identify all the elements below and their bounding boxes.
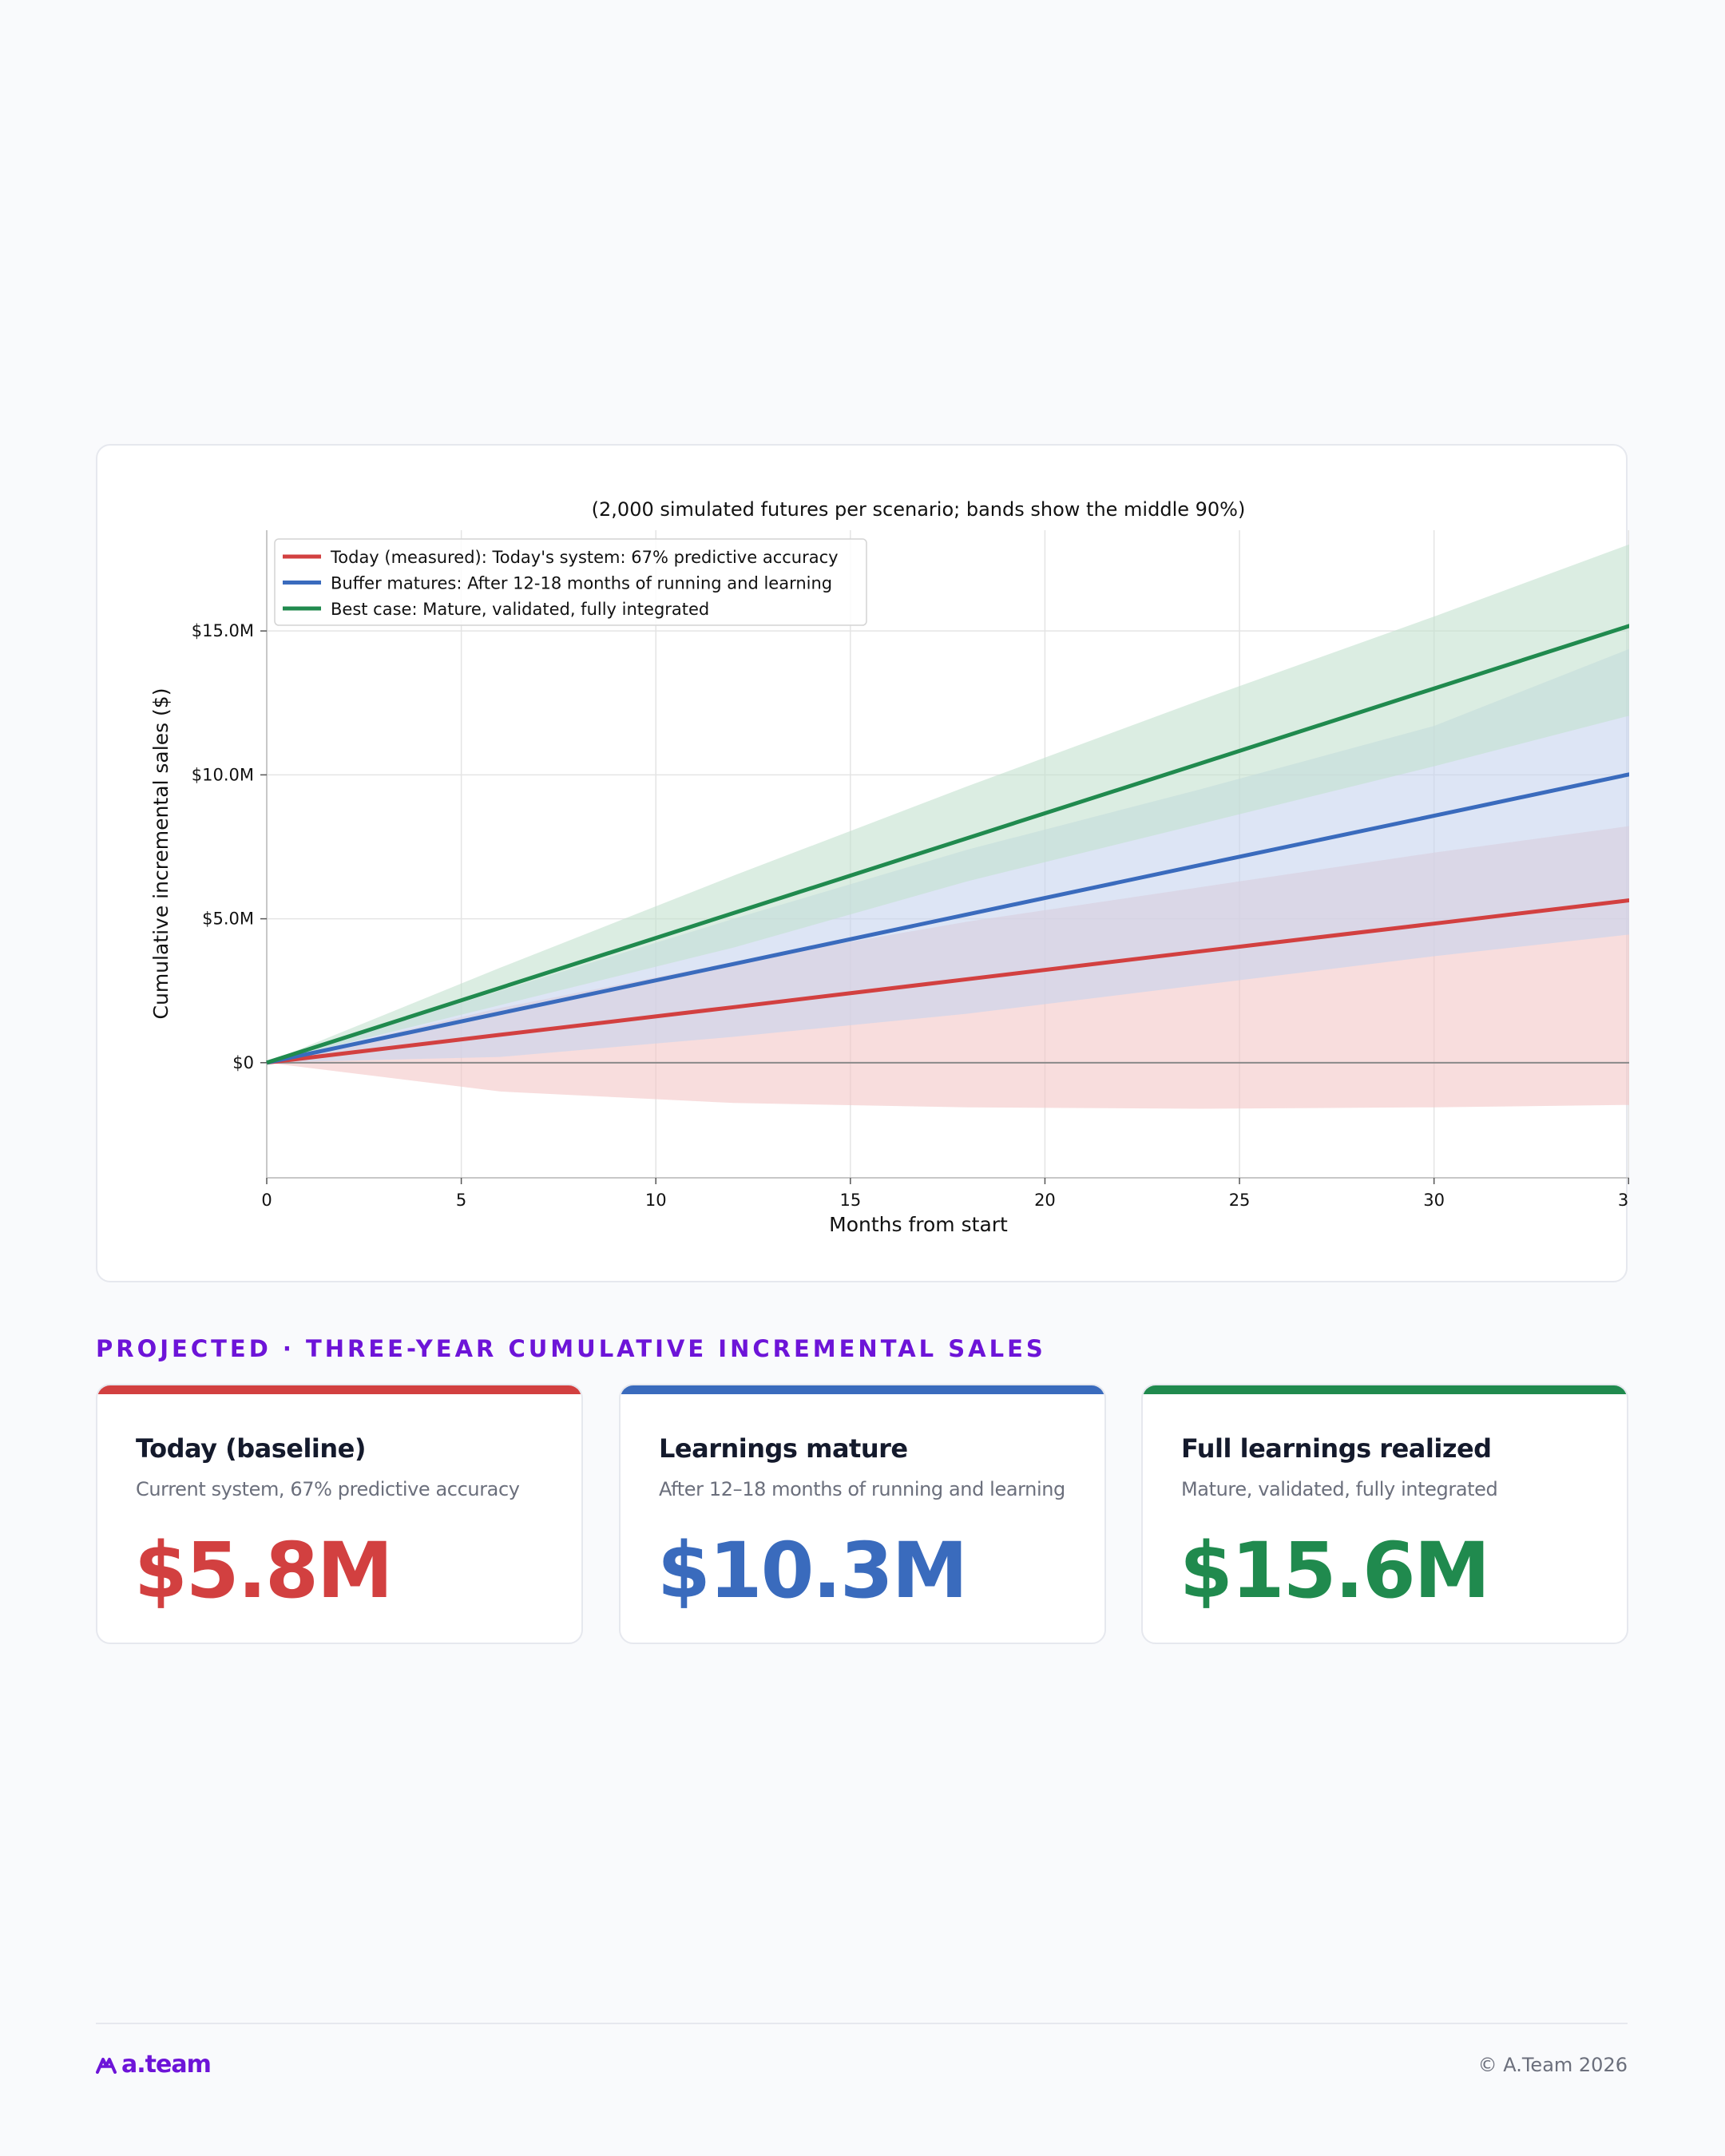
- card-title: Today (baseline): [136, 1433, 367, 1464]
- y-tick-label: $5.0M: [202, 910, 254, 929]
- scenario-card-learnings-mature: Learnings mature After 12–18 months of r…: [619, 1384, 1106, 1644]
- footer-copyright: © A.Team 2026: [1477, 2054, 1628, 2076]
- y-tick-label: $15.0M: [192, 621, 254, 640]
- x-tick-label: 0: [261, 1191, 272, 1210]
- x-tick-label: 15: [839, 1191, 861, 1210]
- footer-divider: [96, 2023, 1628, 2024]
- card-value: $15.6M: [1180, 1526, 1490, 1615]
- legend-label-1: Buffer matures: After 12-18 months of ru…: [331, 574, 832, 593]
- series-line-2: [266, 624, 1629, 1065]
- card-accent-bar: [1143, 1385, 1627, 1394]
- scenario-card-today: Today (baseline) Current system, 67% pre…: [96, 1384, 583, 1644]
- chart-card: 0 5 10 15 20 25 30 35 $0 $5.0M $10.0M $15.0M (2,000…: [96, 444, 1629, 1282]
- series-line-1: [266, 772, 1629, 1065]
- card-accent-bar: [621, 1385, 1104, 1394]
- y-tick-label: $10.0M: [192, 765, 254, 784]
- x-tick-label: 30: [1423, 1191, 1445, 1210]
- x-tick-label: 35: [1618, 1191, 1629, 1210]
- legend-label-0: Today (measured): Today's system: 67% pr…: [330, 548, 839, 567]
- footer-brand: a.team: [121, 2051, 212, 2079]
- card-subtitle: Mature, validated, fully integrated: [1181, 1478, 1498, 1500]
- card-value: $10.3M: [657, 1526, 968, 1615]
- card-title: Learnings mature: [659, 1433, 908, 1464]
- card-value: $5.8M: [134, 1526, 393, 1615]
- x-tick-label: 10: [645, 1191, 667, 1210]
- x-axis-label: Months from start: [829, 1213, 1008, 1236]
- legend-box: [274, 538, 867, 626]
- ateam-logo-icon: [96, 2057, 117, 2074]
- card-accent-bar: [97, 1385, 581, 1394]
- y-axis-label: Cumulative incremental sales ($): [149, 688, 172, 1020]
- band-series-2: [267, 544, 1629, 1063]
- scenario-card-full-learnings: Full learnings realized Mature, validate…: [1141, 1384, 1628, 1644]
- section-label: PROJECTED · THREE-YEAR CUMULATIVE INCREM…: [96, 1335, 1046, 1362]
- series-line-0: [266, 898, 1629, 1065]
- card-subtitle: Current system, 67% predictive accuracy: [136, 1478, 520, 1500]
- x-tick-label: 5: [456, 1191, 466, 1210]
- card-subtitle: After 12–18 months of running and learni…: [659, 1478, 1065, 1500]
- card-title: Full learnings realized: [1181, 1433, 1492, 1464]
- x-tick-label: 20: [1034, 1191, 1056, 1210]
- legend-label-2: Best case: Mature, validated, fully inte…: [331, 600, 709, 619]
- projection-chart: 0 5 10 15 20 25 30 35 $0 $5.0M $10.0M $15.0M (2,000…: [149, 498, 1629, 1236]
- footer-logo[interactable]: a.team: [96, 2051, 212, 2079]
- y-tick-label: $0: [232, 1053, 254, 1072]
- x-tick-label: 25: [1229, 1191, 1251, 1210]
- chart-title: (2,000 simulated futures per scenario; b…: [592, 498, 1246, 521]
